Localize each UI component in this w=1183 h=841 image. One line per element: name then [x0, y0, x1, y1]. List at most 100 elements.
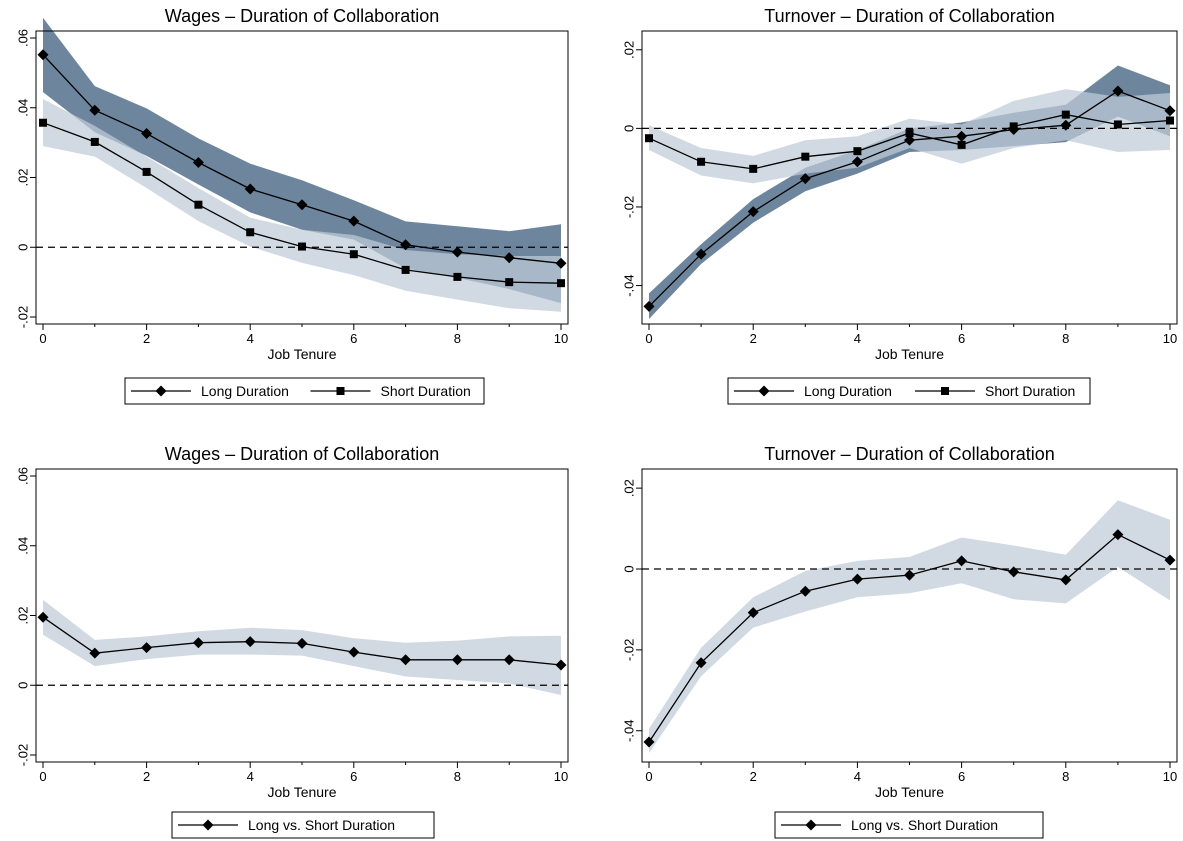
plot-frame: [35, 468, 569, 763]
legend-label: Long vs. Short Duration: [851, 817, 998, 833]
y-tick-label: 0: [15, 682, 30, 689]
y-tick-label: .04: [15, 99, 30, 117]
data-point-long-duration: [695, 248, 707, 260]
data-point-long-duration: [141, 128, 153, 140]
data-point-short-duration: [1009, 122, 1018, 131]
data-point-long-duration: [400, 239, 412, 251]
x-tick-label: 0: [645, 331, 652, 346]
y-tick-label: -.02: [15, 744, 30, 766]
chart-title: Wages – Duration of Collaboration: [165, 444, 439, 464]
x-tick-label: 0: [645, 769, 652, 784]
x-tick-label: 8: [454, 331, 461, 346]
legend-label: Long Duration: [201, 383, 289, 399]
chart-1: Wages – Duration of Collaboration 0 2 4 6 8 10…: [15, 6, 569, 405]
data-point-short-duration: [1061, 110, 1070, 119]
y-tick-label: .04: [15, 537, 30, 555]
data-point-long-vs-short-duration: [799, 585, 811, 597]
data-point-long-vs-short-duration: [695, 657, 707, 669]
y-tick-label: .02: [15, 168, 30, 186]
data-point-short-duration: [749, 164, 758, 173]
y-tick-label: 0: [621, 565, 636, 572]
data-point-short-duration: [246, 228, 255, 237]
data-point-long-vs-short-duration: [141, 642, 153, 654]
legend-label: Long vs. Short Duration: [248, 817, 395, 833]
x-tick-label: 6: [958, 769, 965, 784]
chart-title: Turnover – Duration of Collaboration: [764, 444, 1055, 464]
legend-label: Short Duration: [985, 383, 1075, 399]
x-tick-label: 8: [1062, 331, 1069, 346]
data-point-short-duration: [697, 157, 706, 166]
confidence-band-long-duration: [43, 17, 561, 304]
data-point-short-duration: [401, 265, 410, 274]
x-tick-label: 0: [39, 769, 46, 784]
x-tick-label: 2: [750, 769, 757, 784]
x-axis-label: Job Tenure: [875, 346, 944, 362]
x-axis-label: Job Tenure: [267, 784, 336, 800]
data-point-long-vs-short-duration: [904, 569, 915, 581]
x-tick-label: 10: [554, 331, 568, 346]
y-tick-label: -.02: [15, 306, 30, 328]
data-point-long-duration: [37, 49, 49, 61]
data-point-long-vs-short-duration: [1008, 566, 1020, 578]
x-tick-label: 4: [247, 331, 254, 346]
x-tick-label: 2: [143, 769, 150, 784]
x-axis-label: Job Tenure: [875, 784, 944, 800]
data-point-short-duration: [39, 118, 47, 127]
data-point-long-duration: [1112, 85, 1124, 97]
chart-4: Turnover – Duration of Collaboration 0 2 4 6…: [621, 444, 1178, 839]
data-point-long-vs-short-duration: [451, 654, 463, 666]
data-point-long-vs-short-duration: [296, 637, 308, 649]
data-point-long-duration: [851, 156, 863, 168]
data-point-long-duration: [89, 104, 101, 116]
data-point-long-vs-short-duration: [1112, 529, 1124, 541]
x-tick-label: 2: [143, 331, 150, 346]
data-point-long-duration: [451, 246, 463, 258]
data-point-short-duration: [142, 167, 151, 176]
data-point-long-vs-short-duration: [643, 736, 655, 748]
x-tick-label: 10: [1163, 331, 1177, 346]
data-point-short-duration: [801, 152, 810, 161]
chart-2: Turnover – Duration of Collaboration 0 2 4 6…: [621, 6, 1178, 405]
data-point-long-vs-short-duration: [747, 607, 759, 619]
x-tick-label: 2: [750, 331, 757, 346]
data-point-long-duration: [747, 206, 759, 218]
legend-marker: [758, 385, 770, 397]
y-tick-label: .06: [15, 29, 30, 47]
y-tick-label: .02: [621, 479, 636, 497]
data-point-short-duration: [957, 140, 966, 149]
x-tick-label: 8: [454, 769, 461, 784]
legend-marker: [155, 385, 167, 397]
x-tick-label: 6: [958, 331, 965, 346]
y-tick-label: -.02: [621, 196, 636, 218]
data-point-long-duration: [904, 134, 915, 146]
data-point-long-duration: [1164, 105, 1176, 117]
data-point-long-vs-short-duration: [244, 636, 256, 648]
confidence-band-short-duration: [43, 99, 561, 312]
y-tick-label: .06: [15, 467, 30, 485]
x-tick-label: 6: [350, 769, 357, 784]
data-point-short-duration: [505, 278, 514, 287]
chart-title: Wages – Duration of Collaboration: [165, 6, 439, 26]
data-point-long-duration: [192, 157, 204, 169]
data-point-short-duration: [194, 200, 203, 209]
x-tick-label: 10: [554, 769, 568, 784]
legend-marker: [805, 819, 817, 831]
x-tick-label: 4: [247, 769, 254, 784]
data-point-long-duration: [348, 215, 360, 227]
data-point-short-duration: [853, 147, 862, 156]
data-point-long-vs-short-duration: [1164, 554, 1176, 566]
legend-label: Long Duration: [804, 383, 892, 399]
data-point-short-duration: [645, 134, 653, 143]
legend: Long vs. Short Duration: [774, 811, 1044, 839]
y-tick-label: 0: [15, 244, 30, 251]
data-point-long-duration: [956, 130, 968, 142]
plot-frame: [641, 468, 1178, 763]
data-point-long-vs-short-duration: [503, 654, 515, 666]
data-point-long-duration: [555, 257, 567, 269]
data-point-long-duration: [503, 252, 515, 264]
y-tick-label: -.04: [621, 274, 636, 296]
data-point-long-duration: [1060, 119, 1072, 131]
x-tick-label: 10: [1163, 769, 1177, 784]
x-tick-label: 8: [1062, 769, 1069, 784]
